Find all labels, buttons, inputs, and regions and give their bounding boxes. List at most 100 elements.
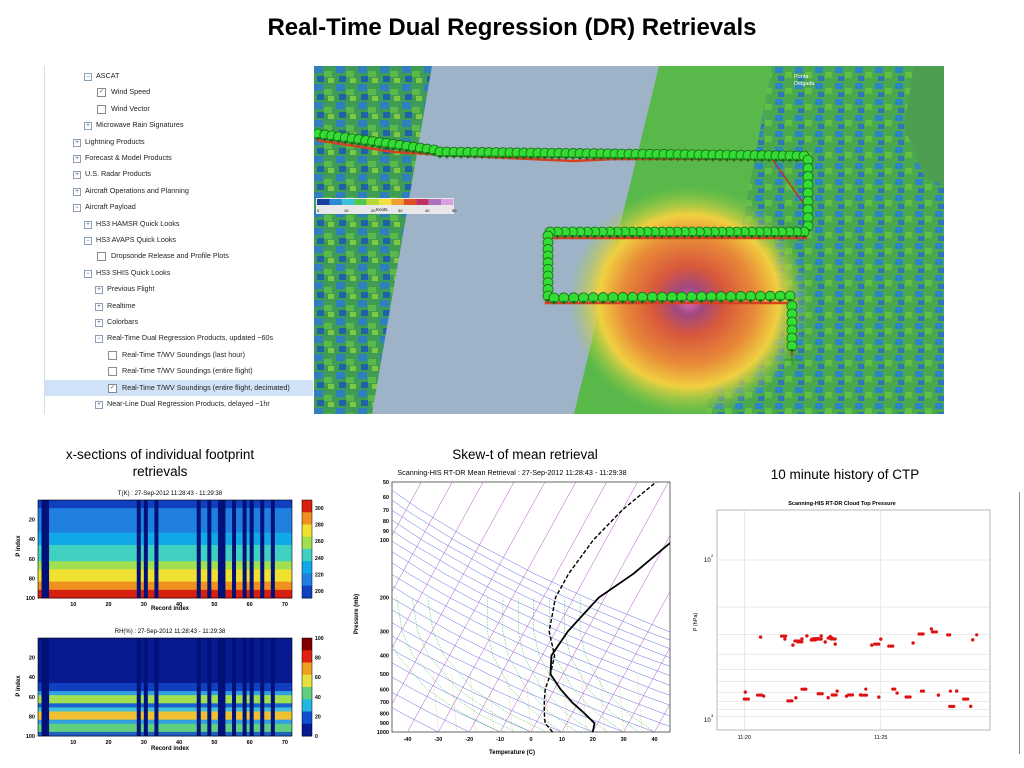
missing-record-bar	[45, 500, 50, 598]
layer-checkbox[interactable]	[108, 350, 117, 360]
tree-item[interactable]: + Near-Line Dual Regression Products, del…	[45, 396, 313, 412]
collapse-icon[interactable]: −	[73, 204, 81, 213]
layer-checkbox[interactable]	[108, 367, 117, 377]
sounding-marker[interactable]	[745, 290, 757, 304]
sounding-marker[interactable]	[786, 340, 798, 353]
sounding-marker[interactable]	[587, 292, 599, 305]
sounding-marker[interactable]	[679, 226, 690, 239]
tree-item[interactable]: Wind Vector	[45, 101, 313, 117]
ctp-point	[780, 634, 784, 638]
expand-icon[interactable]: +	[73, 138, 81, 147]
tree-item[interactable]: − HS3 SHIS Quick Looks	[45, 265, 313, 281]
collapse-icon[interactable]: −	[84, 73, 92, 81]
sounding-marker[interactable]	[671, 226, 683, 239]
xsection-heatmap	[37, 637, 293, 737]
sounding-marker[interactable]	[578, 292, 589, 305]
tree-item[interactable]: + Forecast & Model Products	[45, 150, 313, 166]
colorbar-tick: 20	[371, 208, 376, 213]
tree-item[interactable]: + Lightning Products	[45, 134, 313, 150]
ctp-title: Scanning-HIS RT-DR Cloud Top Pressure	[788, 501, 895, 507]
caption-ctp: 10 minute history of CTP	[770, 467, 920, 482]
collapse-icon[interactable]: −	[95, 335, 103, 344]
sounding-marker[interactable]	[784, 290, 796, 303]
tree-item[interactable]: + Colorbars	[45, 314, 313, 330]
tree-item[interactable]: − Aircraft Payload	[45, 199, 313, 215]
sounding-markers[interactable]	[314, 128, 814, 366]
missing-record-bar	[249, 638, 254, 736]
sounding-marker[interactable]	[676, 291, 688, 304]
sounding-marker[interactable]	[552, 226, 563, 239]
sounding-marker[interactable]	[764, 290, 776, 304]
sounding-marker[interactable]	[637, 291, 648, 305]
tree-item[interactable]: + Microwave Rain Signatures	[45, 117, 313, 133]
sounding-marker[interactable]	[746, 226, 758, 239]
tree-item[interactable]: + Previous Flight	[45, 281, 313, 297]
ctp-point	[975, 633, 979, 637]
colorbar-swatch	[391, 199, 404, 205]
ctp-point	[809, 638, 813, 642]
tree-item[interactable]: + HS3 HAMSR Quick Looks	[45, 216, 313, 232]
skewt-xtick: -10	[496, 737, 504, 743]
expand-icon[interactable]: +	[84, 220, 92, 229]
expand-icon[interactable]: +	[84, 122, 92, 131]
tree-item[interactable]: ✓ Wind Speed	[45, 84, 313, 100]
skewt-ytick: 200	[380, 596, 389, 602]
sounding-marker[interactable]	[607, 292, 619, 305]
missing-record-bar	[270, 500, 275, 598]
sounding-marker[interactable]	[696, 291, 707, 304]
tree-item[interactable]: Real-Time T/WV Soundings (entire flight)	[45, 363, 313, 379]
tree-item[interactable]: + Aircraft Operations and Planning	[45, 183, 313, 199]
map-canvas[interactable]: Ponta Delgada 0 10 20 30 40 50 Knots	[314, 66, 944, 414]
ctp-ytick-bottom-exp: 3	[711, 713, 714, 718]
tree-item[interactable]: − Real-Time Dual Regression Products, upd…	[45, 330, 313, 346]
tree-item[interactable]: Real-Time T/WV Soundings (last hour)	[45, 347, 313, 363]
ctp-point	[835, 689, 839, 693]
tree-item[interactable]: ✓ Real-Time T/WV Soundings (entire flight…	[45, 379, 313, 396]
sounding-marker[interactable]	[589, 226, 601, 239]
xsection-ytick: 80	[29, 576, 35, 582]
collapse-icon[interactable]: −	[84, 269, 92, 278]
sounding-marker[interactable]	[596, 226, 608, 239]
layer-checkbox[interactable]: ✓	[108, 383, 117, 393]
missing-record-bar	[196, 638, 201, 736]
sounding-marker[interactable]	[646, 291, 658, 305]
sounding-marker[interactable]	[649, 226, 660, 239]
expand-icon[interactable]: +	[73, 171, 81, 180]
xsection-xlabel-1: Record index	[151, 606, 190, 612]
layer-checkbox[interactable]	[97, 252, 106, 262]
tree-item[interactable]: Dropsonde Release and Profile Plots	[45, 248, 313, 264]
sounding-marker[interactable]	[626, 226, 638, 239]
sounding-marker[interactable]	[597, 292, 609, 305]
ctp-point	[948, 689, 952, 693]
layer-checkbox[interactable]: ✓	[97, 88, 106, 98]
expand-icon[interactable]: +	[95, 401, 103, 409]
tree-item[interactable]: − HS3 AVAPS Quick Looks	[45, 232, 313, 248]
tree-item[interactable]: + U.S. Radar Products	[45, 166, 313, 182]
expand-icon[interactable]: +	[95, 319, 103, 327]
sounding-marker[interactable]	[619, 226, 631, 239]
expand-icon[interactable]: +	[95, 286, 103, 295]
sounding-marker[interactable]	[761, 226, 773, 239]
sounding-marker[interactable]	[735, 291, 747, 304]
expand-icon[interactable]: +	[73, 187, 81, 196]
collapse-icon[interactable]: −	[84, 237, 92, 245]
skewt-ytick: 100	[380, 538, 389, 544]
missing-record-bar	[242, 638, 247, 736]
ctp-point	[948, 704, 952, 708]
ctp-point	[879, 637, 883, 641]
layer-checkbox[interactable]	[97, 104, 106, 114]
expand-icon[interactable]: +	[95, 302, 103, 311]
satellite-map[interactable]: Ponta Delgada 0 10 20 30 40 50 Knots	[314, 66, 944, 414]
sounding-marker[interactable]	[705, 291, 717, 304]
tree-item[interactable]: + Realtime	[45, 298, 313, 314]
tree-item[interactable]: − ASCAT	[45, 68, 313, 84]
sounding-marker[interactable]	[738, 226, 750, 239]
sounding-marker[interactable]	[611, 226, 623, 239]
ctp-point	[873, 642, 877, 646]
sounding-marker[interactable]	[715, 291, 727, 304]
skewt-figure: Scanning-HIS RT-DR Mean Retrieval : 27-S…	[342, 464, 672, 764]
sounding-marker[interactable]	[558, 292, 570, 305]
expand-icon[interactable]: +	[73, 155, 81, 163]
missing-record-bar	[154, 500, 159, 598]
colorbar-tick: 0	[317, 208, 320, 213]
